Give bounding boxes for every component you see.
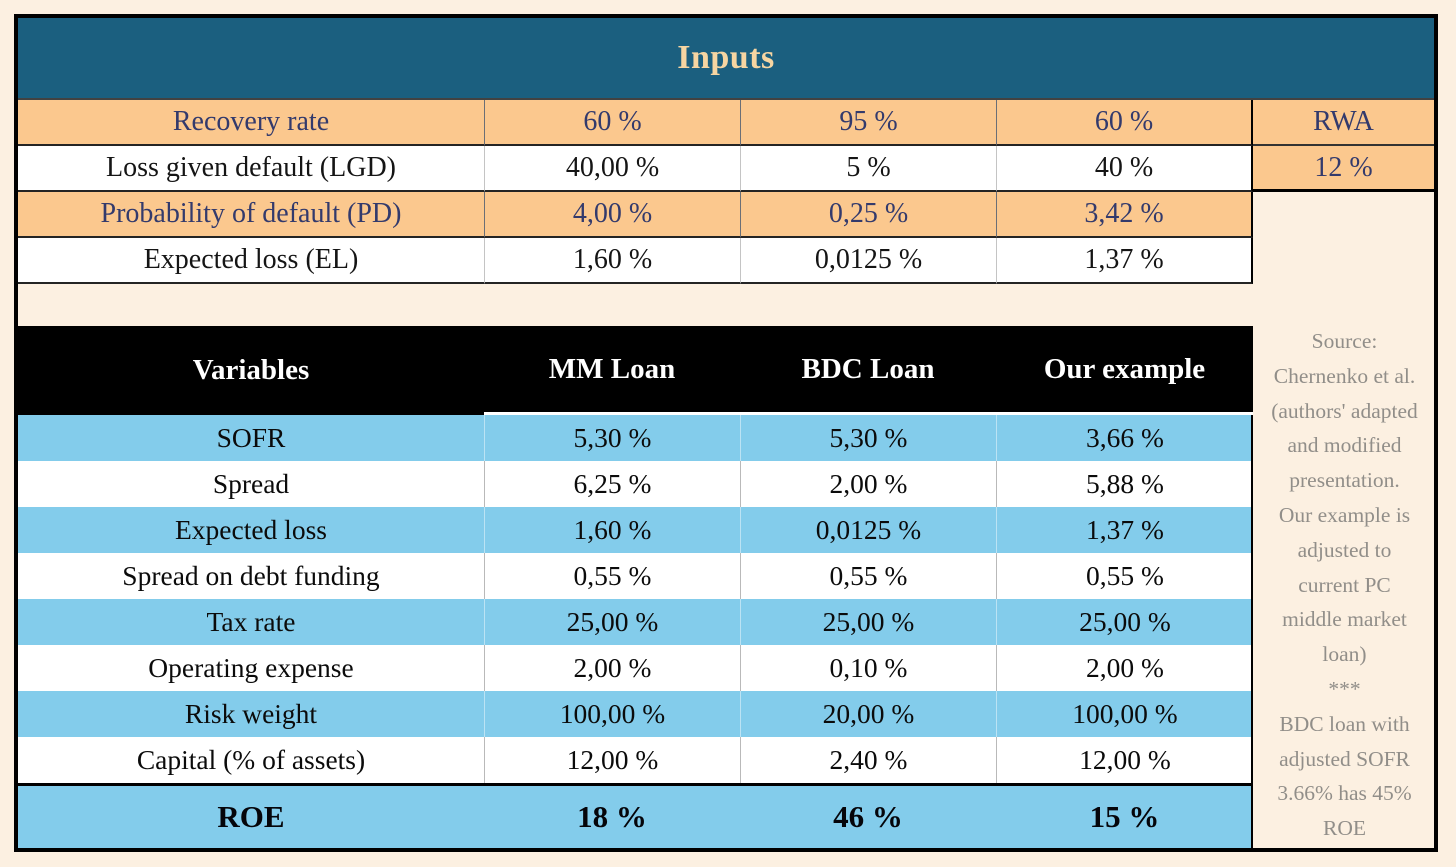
inputs-title-bar: Inputs — [18, 18, 1434, 100]
variables-table: Variables MM Loan BDC Loan Our example S… — [18, 326, 1253, 848]
table-cell: 2,00 % — [996, 645, 1253, 691]
source-note-line: middle market — [1282, 607, 1407, 632]
table-cell: 6,25 % — [484, 461, 740, 507]
column-header-variables: Variables — [192, 354, 310, 386]
inputs-cell: 60 % — [996, 100, 1253, 146]
table-cell: 3,66 % — [996, 415, 1253, 461]
table-row: Risk weight 100,00 % 20,00 % 100,00 % — [18, 691, 1253, 737]
inputs-row-label: Loss given default (LGD) — [18, 146, 484, 192]
row-label: Spread — [212, 468, 290, 499]
inputs-table: Recovery rate 60 % 95 % 60 % Loss given … — [18, 100, 1253, 284]
variables-table-header: Variables MM Loan BDC Loan Our example — [18, 326, 1253, 415]
table-cell: 5,88 % — [996, 461, 1253, 507]
exhibit-frame: Inputs Recovery rate 60 % 95 % 60 % Loss… — [14, 14, 1438, 852]
table-cell: 12,00 % — [996, 737, 1253, 783]
inputs-row-label: Recovery rate — [18, 100, 484, 146]
source-note-line: presentation. — [1289, 468, 1400, 493]
source-note-line: adjusted to — [1297, 537, 1392, 562]
table-cell: 0,55 % — [996, 553, 1253, 599]
source-note-line: Our example is — [1278, 502, 1411, 527]
table-row: Expected loss 1,60 % 0,0125 % 1,37 % — [18, 507, 1253, 553]
table-cell: 0,0125 % — [740, 507, 996, 553]
source-note-line: Source: — [1311, 329, 1378, 353]
table-cell: 0,55 % — [740, 553, 996, 599]
table-cell: 1,60 % — [484, 507, 740, 553]
column-header-bdc-loan: BDC Loan — [740, 326, 996, 415]
roe-total-row: ROE 18 % 46 % 15 % — [18, 783, 1253, 848]
table-row: Spread on debt funding 0,55 % 0,55 % 0,5… — [18, 553, 1253, 599]
inputs-cell: 40 % — [996, 146, 1253, 192]
row-label: Capital (% of assets) — [136, 744, 366, 775]
row-label: Expected loss — [175, 514, 327, 545]
source-note: Source: Chernenko et al. (authors' adapt… — [1255, 324, 1434, 846]
rwa-header: RWA — [1253, 100, 1434, 146]
inputs-cell: 4,00 % — [484, 192, 740, 238]
inputs-cell: 1,37 % — [996, 238, 1253, 284]
table-cell: 25,00 % — [484, 599, 740, 645]
roe-value: 15 % — [1089, 799, 1160, 834]
table-cell: 25,00 % — [740, 599, 996, 645]
row-label: Tax rate — [206, 606, 296, 637]
column-header-mm-loan: MM Loan — [484, 326, 740, 415]
inputs-cell: 1,60 % — [484, 238, 740, 284]
inputs-cell: 0,0125 % — [740, 238, 996, 284]
inputs-cell: 95 % — [740, 100, 996, 146]
inputs-cell: 0,25 % — [740, 192, 996, 238]
table-cell: 0,10 % — [740, 645, 996, 691]
source-note-line: ROE — [1323, 816, 1366, 841]
source-note-line: BDC loan with — [1279, 711, 1410, 736]
source-note-line: *** — [1328, 676, 1361, 701]
source-note-line: 3.66% has 45% — [1277, 781, 1412, 806]
inputs-cell: 3,42 % — [996, 192, 1253, 238]
table-cell: 20,00 % — [740, 691, 996, 737]
source-note-line: current PC — [1298, 572, 1391, 597]
table-cell: 2,00 % — [484, 645, 740, 691]
inputs-title: Inputs — [677, 39, 775, 76]
row-label: SOFR — [216, 422, 286, 453]
inputs-row-label: Probability of default (PD) — [18, 192, 484, 238]
table-row: Operating expense 2,00 % 0,10 % 2,00 % — [18, 645, 1253, 691]
table-cell: 12,00 % — [484, 737, 740, 783]
table-cell: 2,40 % — [740, 737, 996, 783]
table-row: Spread 6,25 % 2,00 % 5,88 % — [18, 461, 1253, 507]
rwa-value: 12 % — [1253, 146, 1434, 192]
table-row: SOFR 5,30 % 5,30 % 3,66 % — [18, 415, 1253, 461]
table-cell: 25,00 % — [996, 599, 1253, 645]
row-label: Spread on debt funding — [122, 560, 380, 591]
source-note-line: and modified — [1287, 433, 1402, 458]
table-cell: 5,30 % — [484, 415, 740, 461]
roe-label: ROE — [217, 799, 285, 834]
inputs-cell: 40,00 % — [484, 146, 740, 192]
inputs-row-label: Expected loss (EL) — [18, 238, 484, 284]
table-cell: 1,37 % — [996, 507, 1253, 553]
table-cell: 100,00 % — [996, 691, 1253, 737]
table-row: Capital (% of assets) 12,00 % 2,40 % 12,… — [18, 737, 1253, 783]
rwa-column: RWA 12 % — [1253, 100, 1434, 192]
roe-value: 18 % — [577, 799, 647, 834]
inputs-cell: 60 % — [484, 100, 740, 146]
table-cell: 0,55 % — [484, 553, 740, 599]
table-row: Tax rate 25,00 % 25,00 % 25,00 % — [18, 599, 1253, 645]
table-cell: 2,00 % — [740, 461, 996, 507]
table-cell: 100,00 % — [484, 691, 740, 737]
column-header-our-example: Our example — [996, 326, 1253, 415]
source-note-line: adjusted SOFR — [1279, 746, 1410, 771]
source-note-line: Chernenko et al. — [1273, 363, 1416, 388]
row-label: Operating expense — [148, 652, 354, 683]
roe-value: 46 % — [833, 799, 903, 834]
source-note-line: (authors' adapted — [1271, 398, 1418, 423]
inputs-cell: 5 % — [740, 146, 996, 192]
row-label: Risk weight — [184, 698, 318, 729]
table-cell: 5,30 % — [740, 415, 996, 461]
source-note-line: loan) — [1322, 642, 1367, 667]
